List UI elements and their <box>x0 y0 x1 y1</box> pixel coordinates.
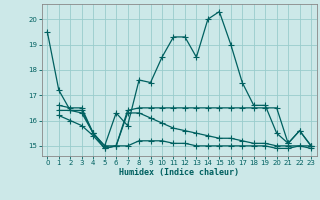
X-axis label: Humidex (Indice chaleur): Humidex (Indice chaleur) <box>119 168 239 177</box>
